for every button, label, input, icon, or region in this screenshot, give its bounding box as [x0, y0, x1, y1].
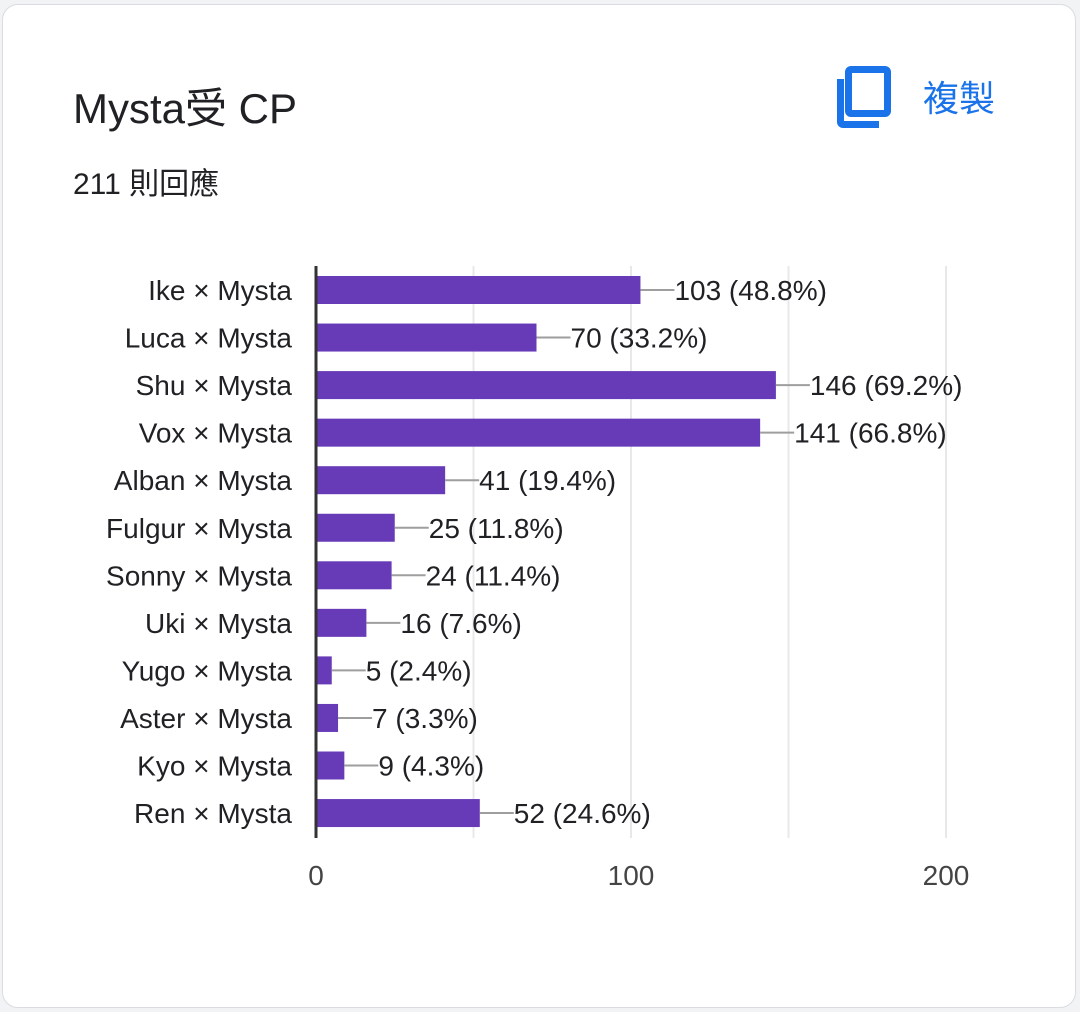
category-label: Luca × Mysta	[125, 323, 293, 354]
bar	[316, 703, 339, 732]
data-label: 52 (24.6%)	[514, 798, 651, 829]
x-tick-label: 0	[308, 860, 324, 891]
bar	[316, 656, 332, 685]
data-label: 9 (4.3%)	[378, 751, 484, 782]
bar	[316, 751, 345, 780]
data-label: 41 (19.4%)	[479, 465, 616, 496]
bar	[316, 799, 480, 828]
category-label: Alban × Mysta	[114, 465, 293, 496]
data-label: 146 (69.2%)	[810, 370, 963, 401]
category-label: Ike × Mysta	[148, 275, 292, 306]
response-count: 211 則回應	[73, 168, 220, 201]
data-label: 25 (11.8%)	[429, 513, 564, 544]
category-label: Kyo × Mysta	[137, 751, 292, 782]
category-label: Fulgur × Mysta	[106, 513, 292, 544]
copy-label: 複製	[923, 78, 996, 119]
bar	[316, 323, 537, 352]
bar	[316, 561, 392, 590]
category-label: Aster × Mysta	[120, 703, 292, 734]
data-label: 141 (66.8%)	[794, 418, 947, 449]
x-tick-label: 200	[923, 860, 970, 891]
bar	[316, 466, 446, 495]
question-card: Mysta受 CP 211 則回應 複製	[2, 4, 1076, 1008]
category-label: Sonny × Mysta	[106, 560, 292, 591]
data-label: 16 (7.6%)	[400, 608, 521, 639]
category-label: Uki × Mysta	[145, 608, 292, 639]
data-label: 24 (11.4%)	[426, 560, 561, 591]
bar	[316, 371, 776, 400]
category-label: Shu × Mysta	[136, 370, 293, 401]
data-label: 7 (3.3%)	[372, 703, 478, 734]
x-tick-label: 100	[608, 860, 655, 891]
data-label: 5 (2.4%)	[366, 655, 472, 686]
chart-title: Mysta受 CP	[73, 85, 298, 132]
copy-button[interactable]: 複製	[835, 61, 1015, 131]
bar	[316, 608, 367, 637]
bar	[316, 276, 641, 304]
category-label: Vox × Mysta	[139, 418, 293, 449]
category-label: Ren × Mysta	[134, 798, 292, 829]
bar	[316, 513, 395, 542]
copy-icon	[835, 63, 895, 129]
data-label: 103 (48.8%)	[674, 275, 827, 306]
bar	[316, 418, 761, 447]
data-label: 70 (33.2%)	[571, 323, 708, 354]
category-label: Yugo × Mysta	[122, 655, 293, 686]
